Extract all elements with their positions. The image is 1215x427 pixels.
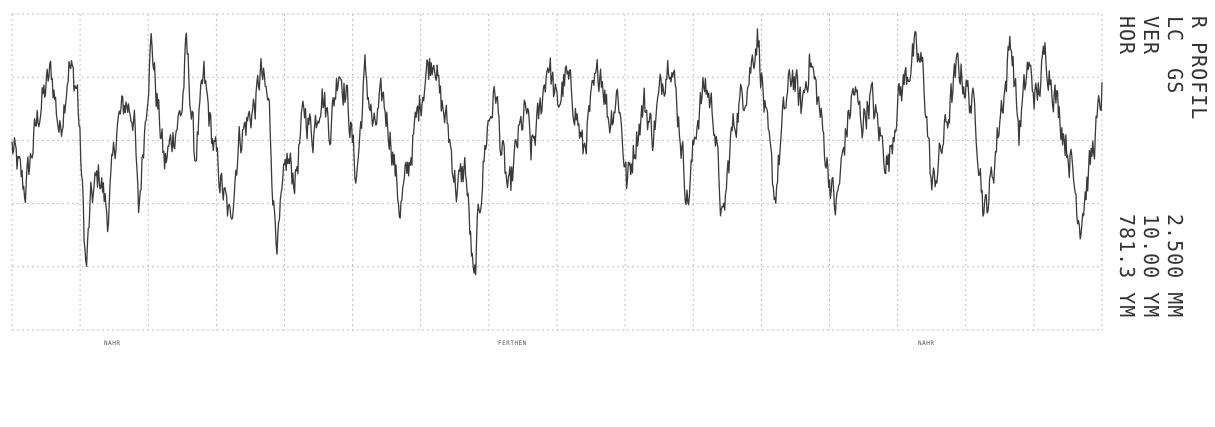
roughness-profile-line [11,28,1103,276]
header-line-hor: HOR [1115,16,1139,56]
value-line-length: 2.500 MM [1163,214,1187,319]
value-line-horizontal: 781.3 YM [1115,214,1139,319]
bottom-label-middle: FERTHEN [498,340,527,347]
header-line-lc: LC GS [1163,16,1187,95]
header-line-profile: R PROFIL [1187,16,1211,121]
bottom-label-right: NAHR [918,340,935,347]
grid-lines [11,13,1103,331]
bottom-label-left: NAHR [104,340,121,347]
header-line-ver: VER [1139,16,1163,56]
value-line-vertical: 10.00 YM [1139,214,1163,319]
